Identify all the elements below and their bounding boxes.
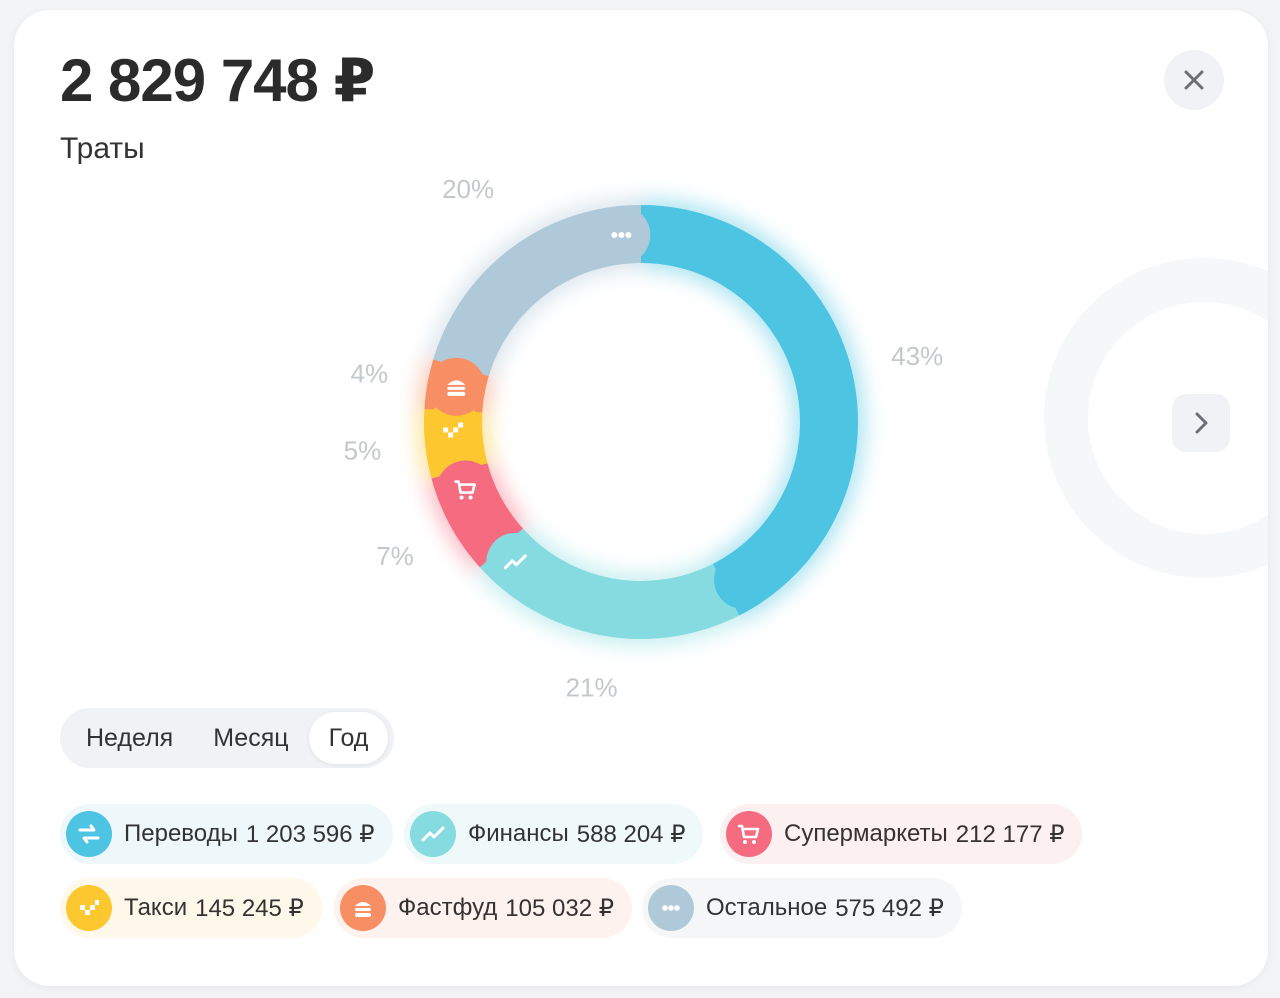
tab-year[interactable]: Год	[308, 712, 389, 764]
category-amount: 588 204 ₽	[576, 820, 686, 848]
spending-donut-chart: 43% 21% 7% 5% 4% 20%	[344, 174, 944, 702]
period-switcher: Неделя Месяц Год	[60, 708, 395, 768]
spending-card: 2 829 748 ₽ Траты 43% 21% 7% 5% 4% 20% Неделя…	[14, 10, 1268, 986]
category-label: Фастфуд	[398, 894, 498, 921]
category-chip-other[interactable]: Остальное 575 492 ₽	[642, 878, 962, 938]
category-label: Финансы	[468, 820, 569, 847]
category-amount: 1 203 596 ₽	[245, 820, 375, 848]
chevron-right-icon	[1195, 412, 1208, 434]
tab-month[interactable]: Месяц	[213, 723, 289, 752]
transfer-icon	[66, 811, 112, 857]
donut-segment-Переводы[interactable]	[640, 205, 858, 616]
percent-label: 5%	[344, 435, 382, 465]
chart-up-icon	[410, 811, 456, 857]
cart-icon	[436, 460, 495, 519]
burger-icon	[340, 885, 386, 931]
cart-icon	[726, 811, 772, 857]
next-button[interactable]	[1172, 394, 1230, 452]
tab-week[interactable]: Неделя	[86, 723, 174, 752]
more-dots-icon	[648, 885, 694, 931]
burger-icon	[427, 357, 486, 416]
category-amount: 575 492 ₽	[835, 894, 944, 922]
taxi-icon	[424, 401, 483, 460]
category-chip-transfers[interactable]: Переводы 1 203 596 ₽	[60, 804, 393, 864]
transfer-icon	[714, 550, 773, 609]
close-button[interactable]	[1164, 50, 1224, 110]
percent-label: 20%	[442, 174, 494, 204]
chart-up-icon	[486, 532, 545, 591]
percent-label: 21%	[566, 672, 618, 702]
category-amount: 212 177 ₽	[955, 820, 1065, 848]
total-amount: 2 829 748 ₽	[60, 47, 375, 114]
category-chip-supermarkets[interactable]: Супермаркеты 212 177 ₽	[720, 804, 1083, 864]
percent-label: 7%	[376, 541, 414, 571]
category-chip-taxi[interactable]: Такси 145 245 ₽	[60, 878, 322, 938]
category-amount: 105 032 ₽	[505, 894, 614, 922]
category-label: Такси	[124, 894, 188, 921]
category-chip-finance[interactable]: Финансы 588 204 ₽	[404, 804, 704, 864]
percent-label: 43%	[891, 341, 943, 371]
more-dots-icon	[592, 206, 651, 265]
category-amount: 145 245 ₽	[195, 894, 304, 922]
percent-label: 4%	[351, 359, 389, 389]
close-icon	[1184, 70, 1204, 90]
taxi-icon	[66, 885, 112, 931]
category-label: Супермаркеты	[784, 820, 948, 847]
category-label: Переводы	[124, 820, 238, 847]
category-label: Остальное	[706, 894, 828, 921]
category-chip-fastfood[interactable]: Фастфуд 105 032 ₽	[334, 878, 632, 938]
page-title: Траты	[60, 132, 145, 165]
